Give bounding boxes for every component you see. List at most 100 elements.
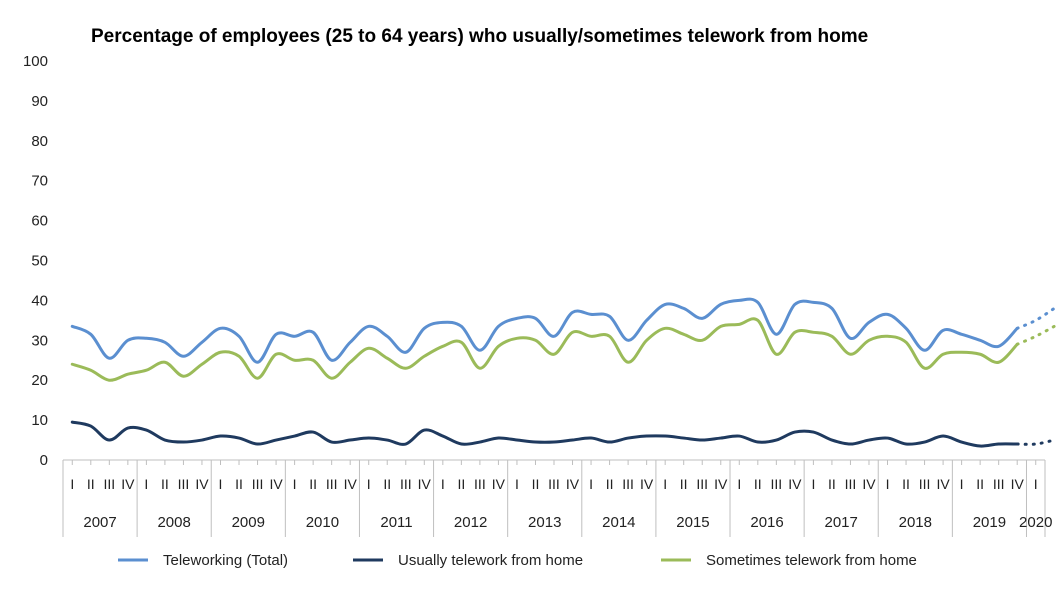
data-point-teleworking-total bbox=[553, 335, 555, 337]
data-point-usually-telework-from-home bbox=[386, 439, 388, 441]
data-point-usually-telework-from-home bbox=[534, 441, 536, 443]
data-point-teleworking-total bbox=[738, 299, 740, 301]
data-point-sometimes-telework-from-home bbox=[219, 351, 221, 353]
data-point-sometimes-telework-from-home bbox=[683, 333, 685, 335]
data-point-sometimes-telework-from-home bbox=[757, 319, 759, 321]
quarter-tick-label: III bbox=[696, 476, 708, 492]
data-point-usually-telework-from-home bbox=[516, 439, 518, 441]
y-tick-label: 60 bbox=[31, 213, 48, 230]
data-point-teleworking-total bbox=[775, 333, 777, 335]
data-point-usually-telework-from-home bbox=[164, 439, 166, 441]
quarter-tick-label: I bbox=[367, 476, 371, 492]
year-tick-label: 2013 bbox=[528, 514, 561, 531]
data-point-sometimes-telework-from-home bbox=[108, 379, 110, 381]
data-point-sometimes-telework-from-home bbox=[497, 345, 499, 347]
data-point-usually-telework-from-home bbox=[71, 421, 73, 423]
series-line-usually-telework-from-home bbox=[70, 420, 1019, 448]
data-point-usually-telework-from-home bbox=[571, 439, 573, 441]
data-point-teleworking-total bbox=[312, 331, 314, 333]
y-tick-label: 80 bbox=[31, 133, 48, 150]
quarter-tick-label: II bbox=[902, 476, 910, 492]
data-point-usually-telework-from-home bbox=[645, 435, 647, 437]
data-point-teleworking-total bbox=[627, 339, 629, 341]
data-point-usually-telework-from-home bbox=[349, 439, 351, 441]
series-projection-teleworking-total bbox=[1015, 306, 1056, 330]
data-point-usually-telework-from-home bbox=[664, 435, 666, 437]
data-point-sometimes-telework-from-home bbox=[127, 373, 129, 375]
data-point-teleworking-total bbox=[831, 307, 833, 309]
data-point-teleworking-total bbox=[997, 345, 999, 347]
data-point-usually-telework-from-home bbox=[423, 429, 425, 431]
data-point-usually-telework-from-home bbox=[905, 443, 907, 445]
data-point-usually-telework-from-home bbox=[1035, 443, 1037, 445]
data-point-usually-telework-from-home bbox=[627, 437, 629, 439]
year-tick-label: 2014 bbox=[602, 514, 635, 531]
data-point-usually-telework-from-home bbox=[479, 441, 481, 443]
data-point-teleworking-total bbox=[849, 337, 851, 339]
year-tick-label: 2019 bbox=[973, 514, 1006, 531]
data-point-teleworking-total bbox=[479, 349, 481, 351]
data-point-teleworking-total bbox=[1035, 319, 1037, 321]
data-point-usually-telework-from-home bbox=[960, 441, 962, 443]
data-point-teleworking-total bbox=[90, 333, 92, 335]
data-point-teleworking-total bbox=[886, 313, 888, 315]
data-point-usually-telework-from-home bbox=[238, 437, 240, 439]
data-point-sometimes-telework-from-home bbox=[831, 335, 833, 337]
y-tick-label: 40 bbox=[31, 292, 48, 309]
data-point-teleworking-total bbox=[1016, 327, 1018, 329]
quarter-tick-label: I bbox=[441, 476, 445, 492]
data-point-teleworking-total bbox=[349, 341, 351, 343]
series-line-teleworking-total bbox=[70, 297, 1019, 364]
data-point-sometimes-telework-from-home bbox=[590, 335, 592, 337]
data-point-teleworking-total bbox=[571, 311, 573, 313]
data-point-teleworking-total bbox=[256, 361, 258, 363]
data-point-usually-telework-from-home bbox=[219, 435, 221, 437]
quarter-tick-label: IV bbox=[566, 476, 580, 492]
data-point-sometimes-telework-from-home bbox=[71, 363, 73, 365]
data-point-usually-telework-from-home bbox=[942, 435, 944, 437]
y-tick-label: 50 bbox=[31, 253, 48, 270]
data-point-sometimes-telework-from-home bbox=[960, 351, 962, 353]
data-point-teleworking-total bbox=[701, 317, 703, 319]
data-point-usually-telework-from-home bbox=[794, 431, 796, 433]
data-point-sometimes-telework-from-home bbox=[534, 339, 536, 341]
legend-label: Teleworking (Total) bbox=[163, 552, 288, 569]
series-projection-usually-telework-from-home bbox=[1015, 438, 1056, 446]
data-point-sometimes-telework-from-home bbox=[1053, 325, 1055, 327]
data-point-usually-telework-from-home bbox=[330, 441, 332, 443]
data-point-teleworking-total bbox=[201, 341, 203, 343]
quarter-tick-label: I bbox=[293, 476, 297, 492]
data-point-sometimes-telework-from-home bbox=[738, 323, 740, 325]
data-point-teleworking-total bbox=[868, 321, 870, 323]
data-point-sometimes-telework-from-home bbox=[368, 347, 370, 349]
quarter-tick-label: III bbox=[178, 476, 190, 492]
data-point-sometimes-telework-from-home bbox=[886, 335, 888, 337]
data-point-usually-telework-from-home bbox=[145, 429, 147, 431]
data-point-usually-telework-from-home bbox=[442, 435, 444, 437]
quarter-tick-label: I bbox=[219, 476, 223, 492]
y-tick-label: 90 bbox=[31, 93, 48, 110]
year-tick-label: 2018 bbox=[899, 514, 932, 531]
data-point-usually-telework-from-home bbox=[868, 439, 870, 441]
data-point-teleworking-total bbox=[757, 301, 759, 303]
y-axis: 0 10 20 30 40 50 60 70 80 90 100 bbox=[23, 53, 48, 469]
data-point-usually-telework-from-home bbox=[886, 437, 888, 439]
quarter-tick-label: II bbox=[309, 476, 317, 492]
data-point-teleworking-total bbox=[590, 313, 592, 315]
data-point-usually-telework-from-home bbox=[553, 441, 555, 443]
quarter-tick-label: IV bbox=[492, 476, 506, 492]
y-tick-label: 0 bbox=[40, 452, 48, 469]
data-point-teleworking-total bbox=[664, 303, 666, 305]
data-point-usually-telework-from-home bbox=[182, 441, 184, 443]
data-point-usually-telework-from-home bbox=[590, 437, 592, 439]
quarter-tick-label: II bbox=[87, 476, 95, 492]
data-point-sometimes-telework-from-home bbox=[1035, 335, 1037, 337]
data-point-teleworking-total bbox=[386, 335, 388, 337]
data-point-teleworking-total bbox=[182, 355, 184, 357]
data-point-usually-telework-from-home bbox=[923, 441, 925, 443]
quarter-tick-label: III bbox=[919, 476, 931, 492]
quarter-tick-label: I bbox=[515, 476, 519, 492]
data-point-teleworking-total bbox=[368, 325, 370, 327]
data-point-sometimes-telework-from-home bbox=[701, 339, 703, 341]
